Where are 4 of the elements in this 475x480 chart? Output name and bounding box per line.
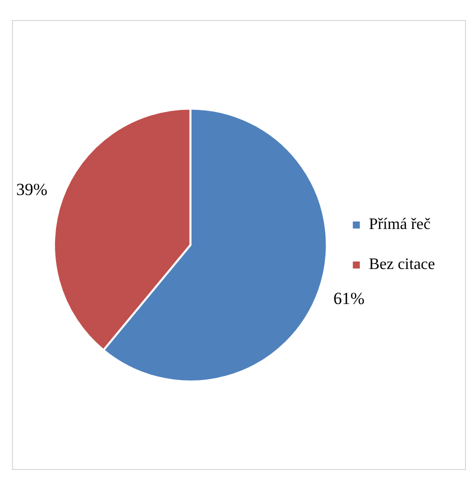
data-label: 39% — [16, 180, 48, 200]
legend-label: Přímá řeč — [368, 216, 431, 234]
legend-label: Bez citace — [368, 256, 435, 274]
data-label: 61% — [333, 288, 365, 308]
